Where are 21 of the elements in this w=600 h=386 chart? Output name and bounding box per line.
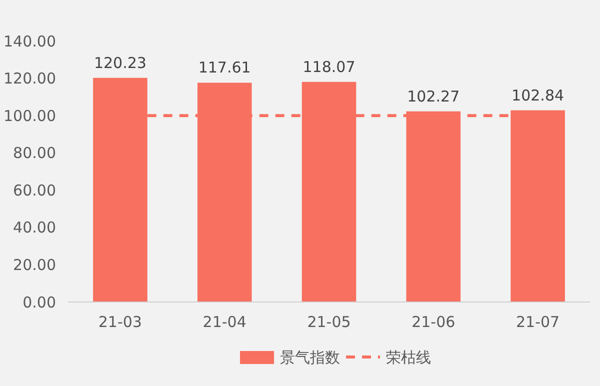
legend-label: 荣枯线 <box>386 348 431 366</box>
x-tick-label: 21-07 <box>516 313 560 331</box>
data-label: 120.23 <box>94 54 146 72</box>
data-label: 117.61 <box>198 58 251 77</box>
y-tick-label: 120.00 <box>4 70 56 88</box>
y-tick-label: 60.00 <box>13 181 56 200</box>
legend-label: 景气指数 <box>280 348 340 366</box>
x-tick-label: 21-06 <box>412 313 456 331</box>
x-tick-label: 21-05 <box>307 313 351 331</box>
y-tick-label: 0.00 <box>22 293 56 312</box>
y-tick-label: 80.00 <box>13 144 56 162</box>
y-tick-label: 100.00 <box>4 106 56 125</box>
bar <box>510 110 565 302</box>
y-tick-label: 140.00 <box>4 32 56 50</box>
data-label: 102.27 <box>407 87 460 106</box>
data-label: 102.84 <box>512 86 564 104</box>
x-tick-label: 21-03 <box>98 313 142 331</box>
y-tick-label: 40.00 <box>13 218 56 237</box>
data-label: 118.07 <box>302 58 356 76</box>
x-tick-label: 21-04 <box>202 313 246 331</box>
y-tick-label: 20.00 <box>13 256 56 274</box>
